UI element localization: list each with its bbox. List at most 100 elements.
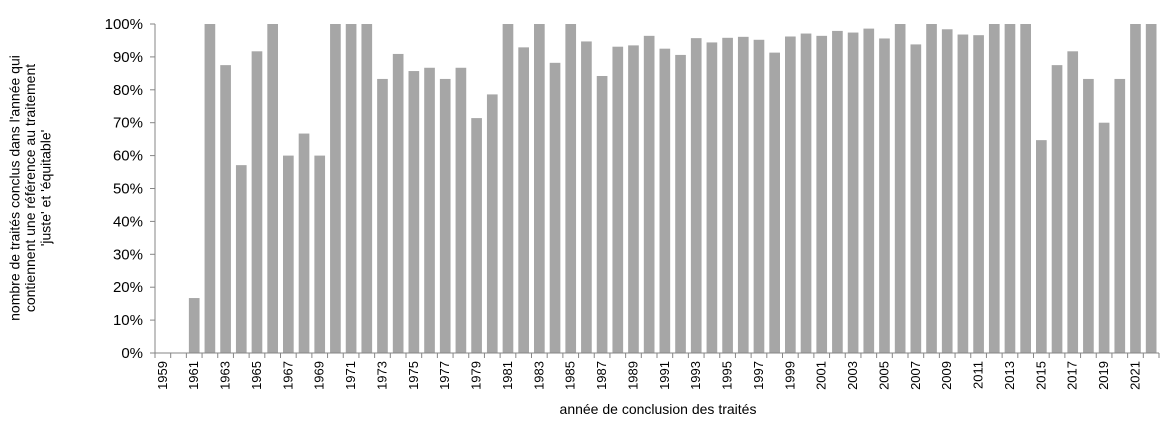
bar-2010 [957,34,969,353]
x-tick-label: 1979 [469,361,484,390]
bar-2001 [816,35,828,354]
x-tick-label: 2017 [1065,361,1080,390]
x-tick-label: 1959 [155,361,170,390]
bar-1985 [565,24,577,353]
bar-1993 [690,38,702,353]
bar-1976 [424,67,435,353]
x-tick-label: 1997 [751,361,766,390]
x-tick-label: 1985 [563,361,578,390]
x-tick-label: 2007 [908,361,923,390]
x-tick-label: 1987 [594,361,609,390]
y-tick-label: 10% [113,312,143,329]
y-axis-title-line: contiennent une référence au traitement [22,64,38,312]
x-tick-label: 2019 [1096,361,1111,390]
x-tick-label: 1999 [782,361,797,390]
bar-1995 [722,37,733,354]
bar-2016 [1051,65,1063,353]
bar-1983 [534,24,545,353]
y-tick-label: 90% [113,49,143,66]
x-tick-label: 2005 [876,361,891,390]
bar-1972 [361,24,373,353]
bars [188,24,1157,354]
bar-1978 [455,67,467,353]
x-tick-label: 1965 [249,361,264,390]
bar-1965 [251,51,263,353]
y-axis: 0% 10% 20% 30% 40% 50% 60% 70% 80% 90% 100% [105,16,156,362]
bar-1994 [706,42,718,353]
bar-1969 [314,155,326,353]
bar-2019 [1098,122,1110,353]
y-tick-label: 60% [113,148,143,165]
bar-2015 [1036,140,1047,353]
x-axis: 1959 1961 1963 1965 1967 1969 1971 1973 1975 1977… [154,352,1160,390]
x-tick-label: 1977 [437,361,452,390]
x-tick-label: 1991 [657,361,672,390]
y-tick-label: 30% [113,246,143,263]
y-tick-label: 40% [113,213,143,230]
bar-1970 [330,24,341,353]
bar-1971 [345,24,357,353]
bar-2003 [847,32,859,353]
bar-2008 [926,24,937,353]
bar-2006 [894,24,906,353]
bar-1989 [628,45,639,353]
x-tick-label: 1969 [312,361,327,390]
bar-2009 [941,29,953,353]
bar-2004 [863,28,875,354]
bar-2020 [1114,78,1126,354]
bar-2018 [1083,78,1094,354]
bar-2012 [988,24,1000,353]
bar-1962 [204,24,216,353]
bar-1988 [612,46,624,354]
bar-1973 [377,78,388,354]
bar-1996 [737,36,749,354]
bar-1961 [188,298,200,353]
bar-1984 [549,62,561,354]
y-tick-label: 0% [121,345,143,362]
bar-1999 [785,36,796,353]
bar-2000 [800,33,812,353]
bar-1966 [267,24,278,353]
x-tick-label: 1981 [500,361,515,390]
bar-1967 [283,155,294,353]
bar-1987 [596,75,608,354]
y-tick-label: 20% [113,279,143,296]
bar-2014 [1020,24,1031,353]
bar-1977 [439,78,451,354]
x-tick-label: 1973 [374,361,389,390]
bar-2011 [973,35,984,353]
bar-2022 [1145,24,1157,353]
x-tick-label: 1983 [531,361,546,390]
x-tick-label: 1967 [280,361,295,390]
bar-1975 [408,71,420,353]
bar-1979 [471,118,482,354]
bar-1986 [581,41,592,353]
bar-2017 [1067,51,1079,353]
bar-1990 [643,35,655,354]
bar-1974 [392,53,404,354]
x-axis-title: année de conclusion des traités [560,401,757,417]
bar-1963 [220,65,231,353]
y-tick-label: 100% [105,16,143,33]
x-tick-label: 2011 [971,361,986,389]
x-tick-label: 1963 [218,361,233,390]
x-tick-label: 1971 [343,361,358,390]
bar-1992 [675,54,686,354]
bar-2007 [910,44,922,353]
bar-1980 [486,94,498,353]
x-tick-label: 2021 [1127,361,1142,390]
x-tick-label: 1961 [186,361,201,390]
bar-2005 [879,38,890,353]
x-tick-label: 2001 [814,361,829,390]
bar-1991 [659,48,671,354]
bar-1964 [235,165,247,353]
bar-1997 [753,39,765,354]
x-tick-label: 2015 [1033,361,1048,390]
y-tick-label: 70% [113,115,143,132]
y-axis-title-line: nombre de traités conclus dans l'année q… [7,55,23,321]
bar-1998 [769,52,780,354]
bar-1968 [298,133,310,353]
x-tick-label: 1989 [625,361,640,390]
y-tick-label: 50% [113,181,143,198]
